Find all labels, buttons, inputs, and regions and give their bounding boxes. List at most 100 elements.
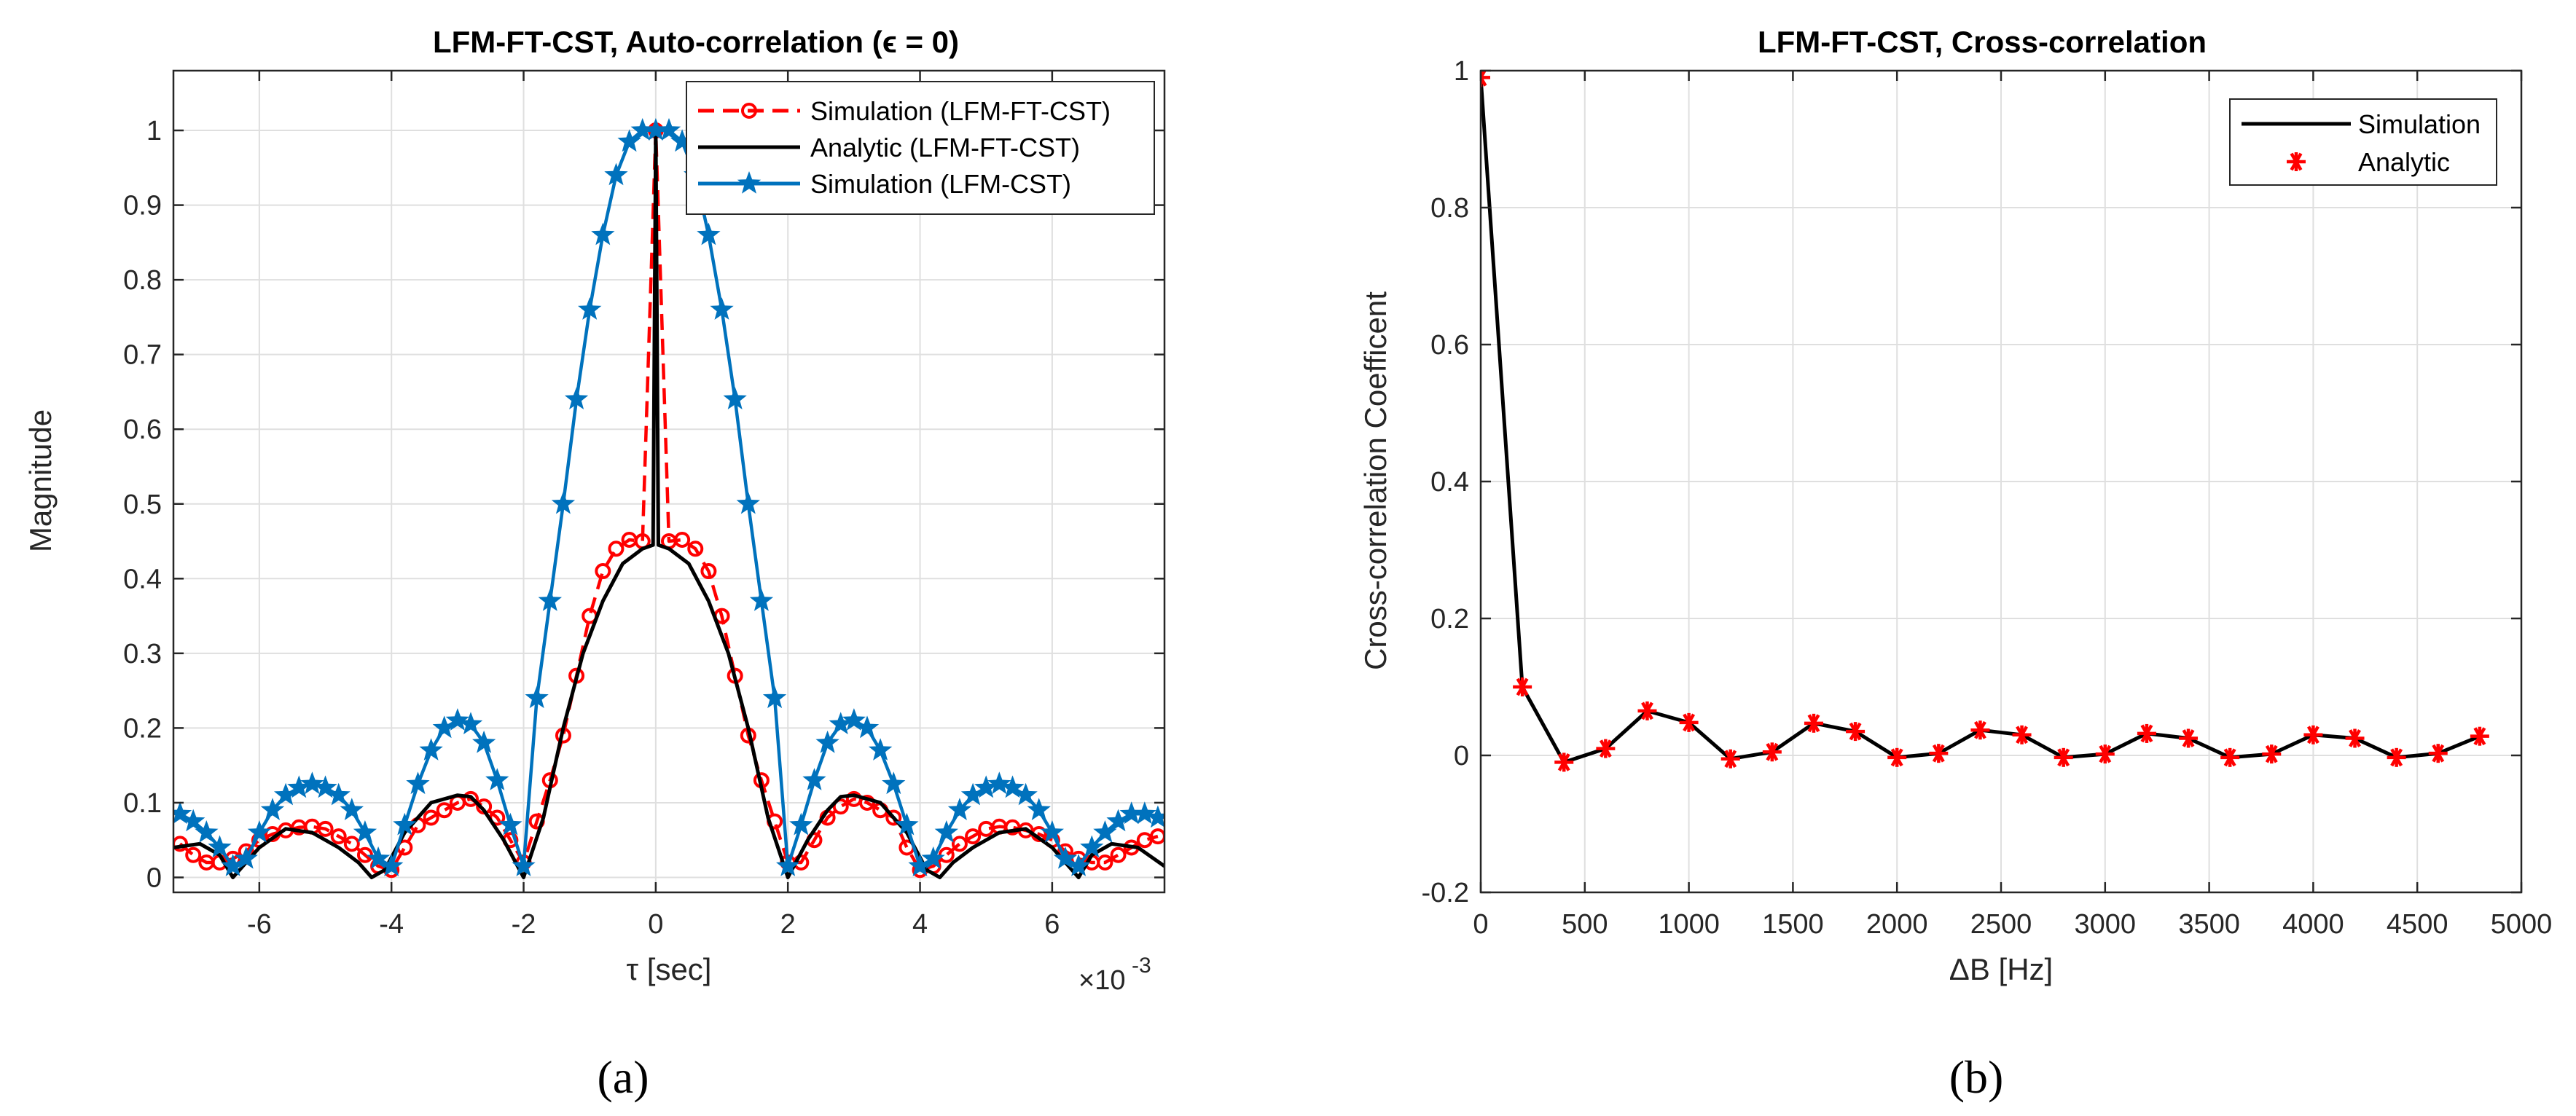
data-point [1720,749,1740,769]
data-point [317,820,334,837]
y-tick-label: 0 [146,862,162,893]
data-point [234,846,258,869]
data-point [1053,846,1078,869]
data-point [1481,71,1490,87]
y-tick-label: 0.8 [1430,193,1469,224]
chart-a-title: LFM-FT-CST, Auto-correlation (ϵ = 0) [433,25,959,59]
data-point [406,771,430,795]
data-point [313,775,337,798]
data-point [538,589,562,611]
series-2 [173,118,1164,876]
y-tick-label: 0.7 [123,340,162,371]
y-tick-label: 0.2 [123,713,162,744]
data-point [423,809,439,826]
data-point [1846,722,1866,742]
data-point [2012,725,2032,744]
caption-a: (a) [597,1051,649,1103]
data-point [2262,744,2282,764]
data-point [463,790,479,807]
chart-a-x-exponent-base: ×10 [1078,965,1125,996]
series-0 [173,122,1164,879]
data-point [2428,744,2448,763]
data-point [419,738,443,761]
data-point [595,563,611,580]
data-point [274,782,298,806]
data-point [445,708,469,731]
data-point [2054,747,2073,767]
data-point [343,836,360,852]
data-point [1014,782,1038,806]
legend-item: Analytic [2287,147,2450,177]
x-tick-label: 4 [912,909,928,940]
data-point [608,541,625,557]
legend-label: Analytic (LFM-FT-CST) [810,133,1080,162]
data-point [512,854,536,876]
chart-a-x-exponent: ×10 -3 [1078,954,1151,996]
data-point [2095,744,2115,764]
caption-b: (b) [1949,1051,2004,1103]
data-point [1804,713,1823,733]
data-point [737,171,762,194]
data-point [859,794,875,811]
data-point [1110,846,1127,863]
data-point [326,782,351,806]
data-point [2345,728,2365,748]
chart-b-y-label: Cross-correlation Coefficent [1358,291,1393,670]
y-tick-label: 0.4 [1430,467,1469,498]
data-point [2220,747,2240,767]
data-point [674,531,691,548]
x-tick-label: 2500 [1970,909,2032,940]
data-point [908,854,932,876]
data-point [1132,801,1156,825]
y-tick-label: 1 [146,116,162,146]
data-point [578,297,602,320]
data-point [185,846,202,863]
autocorrelation-chart: LFM-FT-CST, Auto-correlation (ϵ = 0) -6 -… [23,25,1166,996]
data-point [330,828,347,845]
y-tick-label: -0.2 [1422,878,1469,908]
data-point [1970,720,1990,740]
data-point [393,812,417,836]
x-tick-label: 1000 [1658,909,1720,940]
data-point [960,782,985,806]
legend-item: Simulation (LFM-FT-CST) [698,96,1111,126]
data-point [1027,798,1051,820]
data-point [749,589,774,611]
x-tick-label: 5000 [2491,909,2553,940]
data-point [498,812,522,836]
legend-label: Simulation (LFM-FT-CST) [810,96,1111,126]
data-point [710,297,734,320]
data-point [300,771,324,795]
asterisk-stroke [1481,71,1487,81]
data-point [741,103,757,119]
x-tick-label: 1500 [1762,909,1824,940]
y-tick-label: 0.4 [123,564,162,594]
data-point [687,541,704,557]
data-point [947,798,972,820]
data-point [736,491,760,514]
data-point [1637,701,1657,720]
data-point [564,387,589,409]
data-point [789,812,813,836]
data-point [353,820,377,843]
x-tick-label: -2 [512,909,536,940]
data-point [1513,677,1532,696]
data-point [591,222,615,245]
data-point [802,768,826,790]
data-point [436,802,453,819]
y-tick-label: 0.3 [123,639,162,669]
x-tick-label: -4 [379,909,404,940]
data-point [1929,744,1949,763]
data-point [657,118,681,141]
data-point [2470,726,2489,746]
y-tick-label: 0.6 [1430,330,1469,361]
series-1 [1481,71,2489,772]
series-line [173,128,1164,879]
data-point [2303,725,2323,744]
data-point [987,771,1011,795]
x-tick-label: 3500 [2178,909,2240,940]
legend-item: Simulation (LFM-CST) [698,169,1071,199]
data-point [670,129,694,152]
data-point [2179,728,2199,748]
